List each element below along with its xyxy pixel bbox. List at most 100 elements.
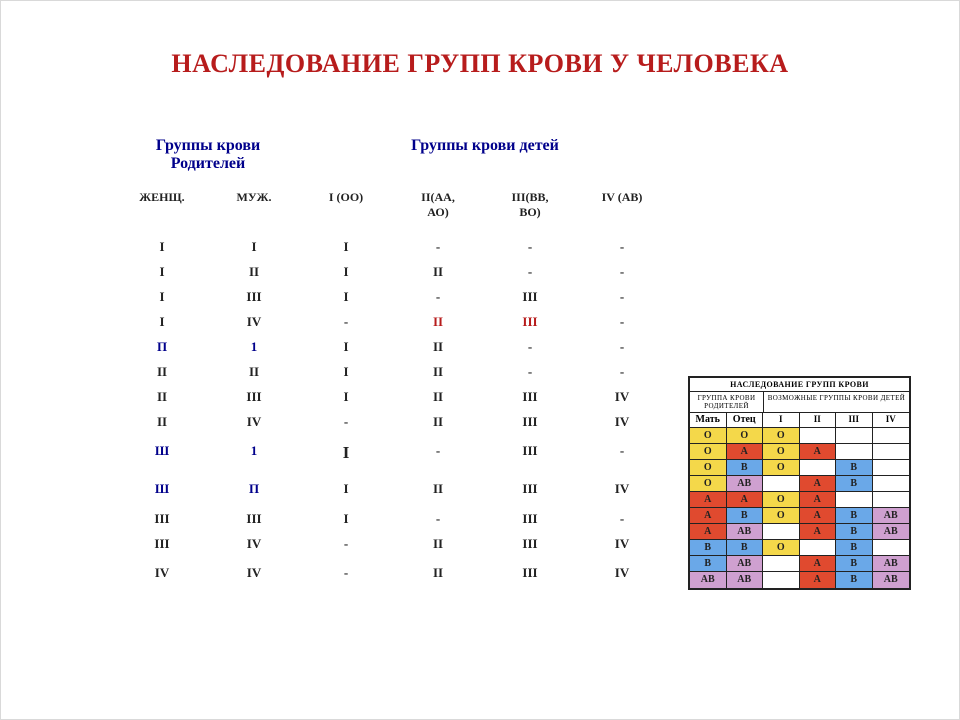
side-cell — [800, 540, 837, 555]
table-row: IIIII-III- — [116, 284, 670, 309]
side-cell — [763, 524, 800, 539]
table-cell: - — [576, 234, 668, 259]
subheader-cell: IV (АВ) — [576, 187, 668, 234]
side-cell — [873, 460, 909, 475]
side-header-child: I — [763, 413, 800, 427]
table-cell: III — [484, 531, 576, 556]
side-cell: A — [800, 476, 837, 491]
table-cell: IV — [576, 472, 668, 506]
table-cell: I — [300, 334, 392, 359]
table-row: IIIIV-IIIIIIV — [116, 531, 670, 556]
table-cell: II — [392, 259, 484, 284]
table-cell: III — [208, 506, 300, 531]
subheader-cell: II(АА, АО) — [392, 187, 484, 234]
table-cell: III — [484, 409, 576, 434]
side-cell — [873, 476, 909, 491]
table-cell: IV — [208, 309, 300, 334]
table-cell: П — [116, 334, 208, 359]
table-cell: IV — [576, 384, 668, 409]
table-row: IVIV-IIIIIIV — [116, 556, 670, 590]
table-cell: IV — [576, 409, 668, 434]
table-cell: III — [484, 434, 576, 472]
side-cell: O — [763, 508, 800, 523]
side-cell: O — [763, 428, 800, 443]
table-row: ШПIIIIIIIV — [116, 472, 670, 506]
table-cell: I — [116, 309, 208, 334]
side-cell: B — [836, 460, 873, 475]
header-children: Группы крови детей — [300, 129, 670, 187]
table-cell: 1 — [208, 434, 300, 472]
table-cell: I — [300, 472, 392, 506]
side-cell — [836, 444, 873, 459]
table-row: IIIIIII-III- — [116, 506, 670, 531]
side-cell: O — [690, 460, 727, 475]
side-header-child: IV — [873, 413, 909, 427]
subheader-cell: I (OO) — [300, 187, 392, 234]
table-cell: - — [484, 259, 576, 284]
table-cell: I — [300, 234, 392, 259]
table-cell: - — [484, 359, 576, 384]
side-cell — [836, 492, 873, 507]
table-row: IIIIIII-- — [116, 359, 670, 384]
table-cell: - — [300, 531, 392, 556]
side-cell: B — [836, 476, 873, 491]
table-cell: II — [392, 334, 484, 359]
table-cell: Ш — [116, 472, 208, 506]
table-cell: I — [116, 284, 208, 309]
table-cell: IV — [116, 556, 208, 590]
table-cell: IV — [576, 531, 668, 556]
table-cell: 1 — [208, 334, 300, 359]
side-cell: AB — [727, 556, 764, 571]
table-cell: - — [300, 409, 392, 434]
table-row: Ш1I-III- — [116, 434, 670, 472]
side-cell: O — [763, 540, 800, 555]
side-cell — [873, 444, 909, 459]
table-row: П1III-- — [116, 334, 670, 359]
side-row: ABABABAB — [690, 572, 909, 588]
table-cell: I — [116, 234, 208, 259]
side-header-parent: Мать — [690, 413, 727, 427]
table-cell: I — [300, 434, 392, 472]
side-cell: A — [800, 524, 837, 539]
table-cell: - — [300, 556, 392, 590]
table-cell: III — [208, 284, 300, 309]
side-cell: A — [800, 556, 837, 571]
table-row: IIIIII-- — [116, 259, 670, 284]
side-cell: O — [763, 444, 800, 459]
side-cell — [873, 492, 909, 507]
table-cell: II — [116, 409, 208, 434]
side-header-child: III — [836, 413, 873, 427]
table-cell: II — [392, 409, 484, 434]
table-cell: - — [392, 284, 484, 309]
side-cell: AB — [873, 524, 909, 539]
side-cell: A — [800, 572, 837, 588]
table-cell: II — [392, 384, 484, 409]
side-cell: A — [800, 508, 837, 523]
side-cell — [800, 428, 837, 443]
table-cell: - — [484, 234, 576, 259]
side-cell — [763, 572, 800, 588]
table-row: IIIIIIIIIIIIV — [116, 384, 670, 409]
table-cell: III — [484, 506, 576, 531]
side-cell — [800, 460, 837, 475]
side-cell — [836, 428, 873, 443]
table-cell: IV — [576, 556, 668, 590]
table-cell: II — [392, 309, 484, 334]
table-row: III--- — [116, 234, 670, 259]
table-cell: Ш — [116, 434, 208, 472]
side-row: ABOABAB — [690, 508, 909, 524]
table-cell: II — [392, 359, 484, 384]
side-cell: B — [727, 540, 764, 555]
table-cell: - — [576, 434, 668, 472]
side-cell — [873, 540, 909, 555]
side-cell: O — [690, 476, 727, 491]
table-cell: - — [576, 506, 668, 531]
side-cell: B — [690, 556, 727, 571]
side-cell: AB — [727, 476, 764, 491]
table-cell: I — [300, 384, 392, 409]
side-cell: A — [690, 508, 727, 523]
side-sub-children: ВОЗМОЖНЫЕ ГРУППЫ КРОВИ ДЕТЕЙ — [764, 392, 909, 412]
side-row: OOO — [690, 428, 909, 444]
slide: НАСЛЕДОВАНИЕ ГРУПП КРОВИ У ЧЕЛОВЕКА Груп… — [0, 0, 960, 720]
side-row: AABABAB — [690, 524, 909, 540]
